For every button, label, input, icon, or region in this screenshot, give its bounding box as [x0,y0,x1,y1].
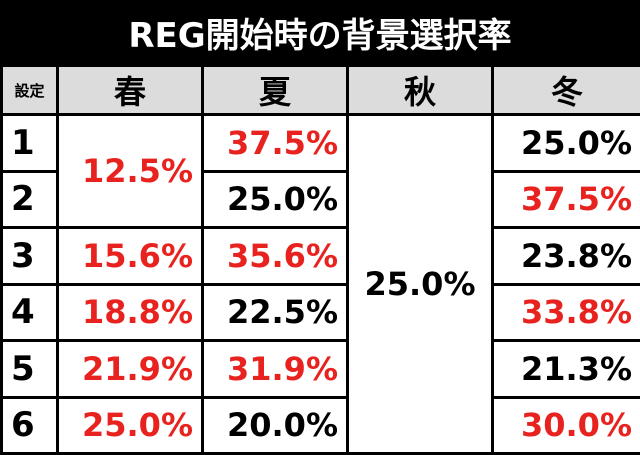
setting: 4 [0,282,59,342]
cell: 37.5% [491,169,640,229]
header-row: 設定 春 夏 秋 冬 [0,64,640,116]
row: 4 18.8% 22.5% 33.8% [0,282,640,342]
row: 1 12.5% 37.5% 25.0% 25.0% [0,113,640,455]
cell: 18.8% [56,282,204,342]
table: 設定 春 夏 秋 冬 1 12.5% 37.5% 25.0% 25.0% 2 2… [0,64,640,455]
header-cell: 夏 [201,64,349,116]
cell: 22.5% [201,282,349,342]
row: 6 25.0% 20.0% 30.0% [0,395,640,455]
cell: 25.0% [201,169,349,229]
row: 3 15.6% 35.6% 23.8% [0,226,640,286]
header-cell: 冬 [491,64,640,116]
header-cell: 秋 [346,64,494,116]
cell: 15.6% [56,226,204,286]
cell: 35.6% [201,226,349,286]
cell: 20.0% [201,395,349,455]
row: 5 21.9% 31.9% 21.3% [0,339,640,399]
cell: 25.0% [56,395,204,455]
setting: 1 [0,113,59,173]
cell: 30.0% [491,395,640,455]
cell: 37.5% [201,113,349,173]
setting: 6 [0,395,59,455]
cell: 12.5% [56,113,204,229]
cell: 23.8% [491,226,640,286]
cell: 21.9% [56,339,204,399]
cell: 25.0% [491,113,640,173]
setting: 2 [0,169,59,229]
title: REG開始時の背景選択率 [0,0,640,64]
cell: 33.8% [491,282,640,342]
cell: 21.3% [491,339,640,399]
cell: 25.0% [346,113,494,455]
header-cell: 春 [56,64,204,116]
cell: 31.9% [201,339,349,399]
header-cell: 設定 [0,64,59,116]
setting: 3 [0,226,59,286]
setting: 5 [0,339,59,399]
row: 2 25.0% 37.5% [0,169,640,229]
